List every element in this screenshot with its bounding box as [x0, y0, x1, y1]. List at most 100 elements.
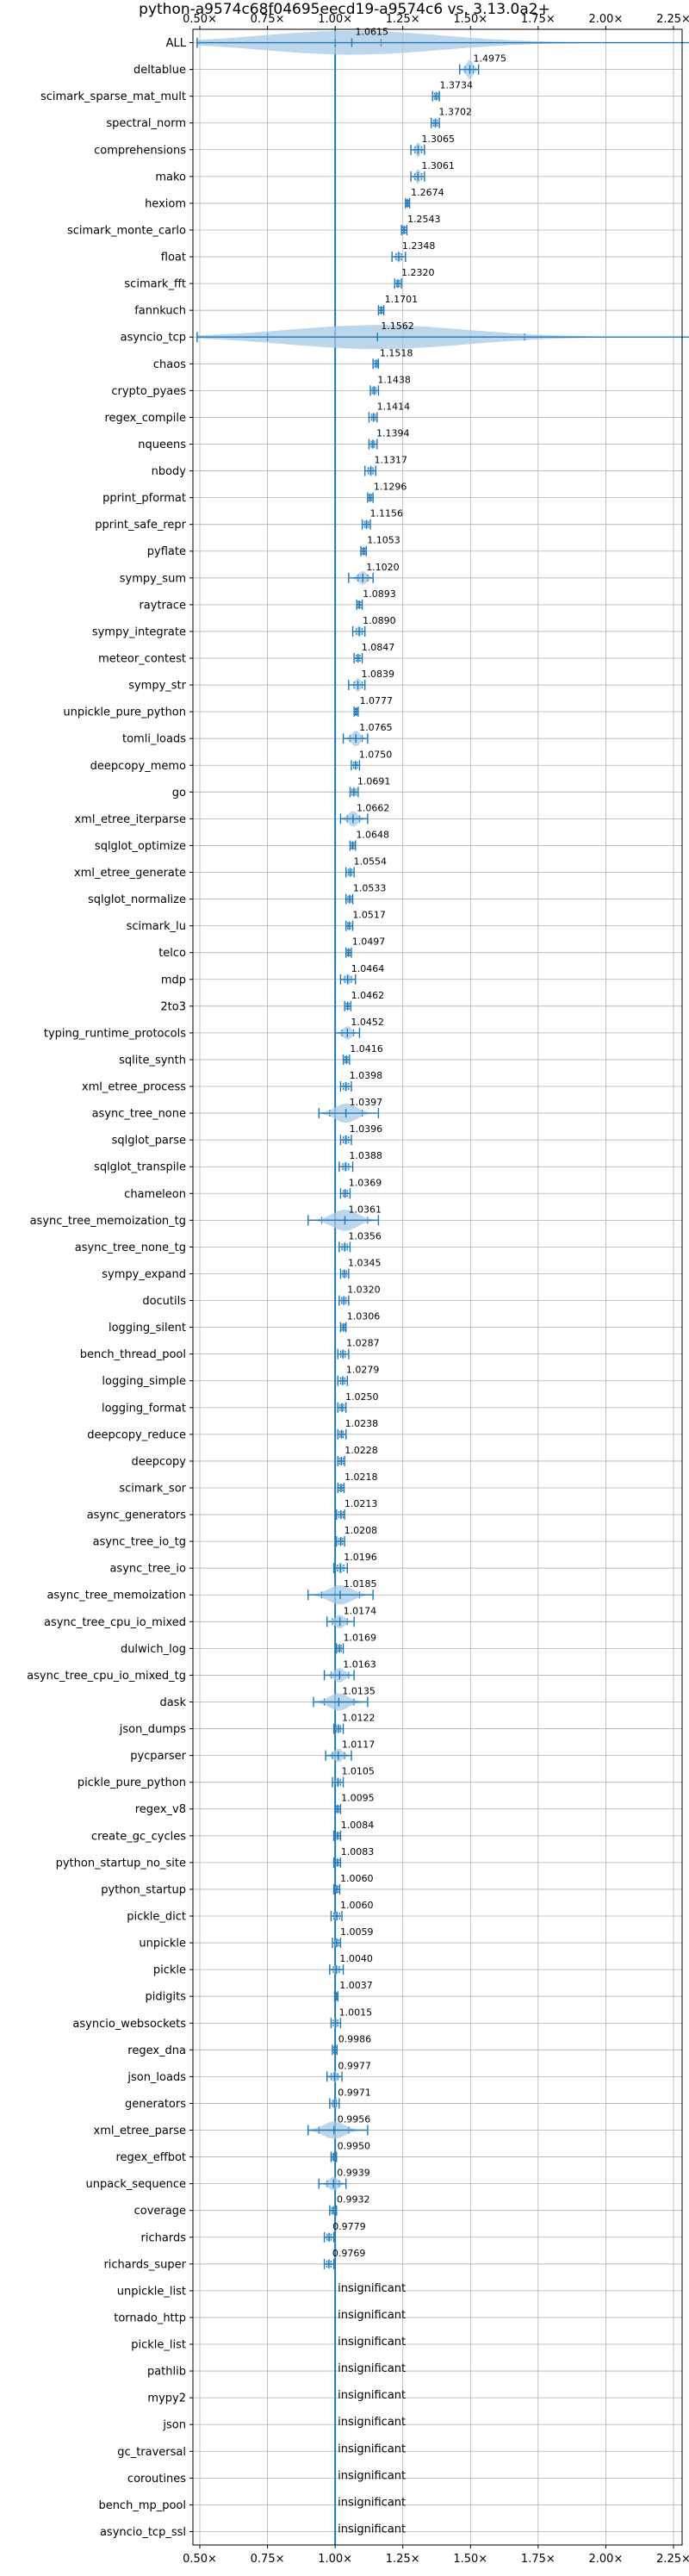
- benchmark-name-label: sympy_integrate: [92, 625, 186, 638]
- value-label: 1.0185: [344, 1578, 377, 1590]
- value-label: 1.0105: [341, 1766, 375, 1777]
- benchmark-labels: ALL deltablue scimark_sparse_mat_multspect…: [27, 27, 506, 2539]
- benchmark-name-label: chameleon: [124, 1188, 186, 1201]
- value-label: 0.9939: [337, 2168, 370, 2179]
- benchmark-name-label: json_loads: [127, 2071, 186, 2084]
- tick-label-bottom: 1.00×: [318, 2553, 352, 2566]
- value-label: 1.0847: [362, 642, 395, 653]
- insignificant-label: insignificant: [338, 2389, 406, 2402]
- value-label: 1.0279: [346, 1365, 380, 1376]
- tick-label-bottom: 1.50×: [453, 2553, 487, 2566]
- value-label: 1.0174: [344, 1605, 377, 1616]
- benchmark-name-label: dask: [159, 1696, 186, 1709]
- value-label: 1.1317: [375, 455, 408, 466]
- benchmark-name-label: asyncio_tcp_ssl: [100, 2526, 186, 2539]
- value-label: 1.0765: [359, 722, 393, 733]
- benchmark-name-label: richards_super: [103, 2258, 186, 2271]
- value-label: 0.9971: [338, 2087, 371, 2098]
- value-label: 1.0250: [345, 1391, 379, 1403]
- benchmark-name-label: regex_compile: [104, 412, 186, 425]
- value-label: 1.0135: [342, 1685, 376, 1696]
- benchmark-name-label: create_gc_cycles: [91, 1830, 186, 1843]
- benchmark-name-label: async_tree_cpu_io_mixed_tg: [27, 1670, 186, 1683]
- benchmark-name-label: deepcopy_memo: [90, 760, 186, 773]
- value-label: 1.0517: [352, 910, 386, 921]
- benchmark-name-label: pycparser: [130, 1750, 186, 1763]
- benchmark-name-label: crypto_pyaes: [111, 385, 186, 398]
- benchmark-name-label: pprint_safe_repr: [95, 519, 186, 532]
- value-label: 0.9950: [338, 2141, 371, 2152]
- benchmark-name-label: docutils: [142, 1295, 186, 1308]
- value-label: 1.2348: [402, 240, 436, 252]
- value-label: 1.0213: [344, 1498, 378, 1509]
- benchmark-name-label: typing_runtime_protocols: [44, 1027, 186, 1040]
- benchmark-name-label: dulwich_log: [121, 1643, 186, 1656]
- benchmark-name-label: sqlglot_optimize: [95, 840, 186, 853]
- value-label: 1.0356: [348, 1230, 382, 1241]
- value-label: 1.4975: [474, 53, 507, 65]
- benchmark-name-label: mdp: [161, 974, 186, 986]
- benchmark-name-label: unpack_sequence: [85, 2178, 186, 2191]
- value-label: 1.0464: [351, 963, 385, 974]
- benchmark-name-label: scimark_lu: [127, 920, 186, 933]
- benchmark-name-label: sqlglot_normalize: [88, 893, 186, 906]
- insignificant-label: insignificant: [338, 2416, 406, 2429]
- benchmark-name-label: regex_dna: [127, 2044, 186, 2057]
- benchmark-name-label: gc_traversal: [117, 2446, 186, 2459]
- value-label: 1.0122: [342, 1713, 376, 1724]
- benchmark-name-label: deepcopy: [131, 1455, 186, 1468]
- value-label: 1.3061: [421, 160, 455, 171]
- benchmark-name-label: ALL: [166, 37, 187, 50]
- value-label: 1.0893: [363, 588, 396, 600]
- tick-label-top: 0.75×: [251, 13, 285, 26]
- benchmark-name-label: pickle_dict: [127, 1911, 186, 1924]
- value-label: 1.1562: [381, 320, 414, 332]
- value-label: 1.0416: [350, 1043, 383, 1055]
- tick-label-bottom: 0.75×: [251, 2553, 285, 2566]
- value-label: 1.0218: [344, 1472, 378, 1483]
- value-label: 1.0497: [352, 936, 386, 948]
- value-label: 1.0750: [359, 749, 393, 760]
- insignificant-label: insignificant: [338, 2469, 406, 2482]
- value-label: 1.0777: [360, 695, 394, 706]
- value-label: 1.0554: [354, 856, 388, 868]
- benchmark-name-label: logging_silent: [109, 1322, 186, 1335]
- benchmark-name-label: telco: [158, 947, 186, 960]
- value-label: 1.2543: [407, 214, 441, 225]
- benchmark-name-label: generators: [125, 2098, 186, 2111]
- value-label: 0.9779: [332, 2221, 366, 2232]
- tick-label-bottom: 1.25×: [386, 2553, 420, 2566]
- benchmark-name-label: sqlglot_transpile: [94, 1161, 186, 1174]
- value-label: 1.0015: [339, 2007, 373, 2018]
- benchmark-name-label: python_startup: [101, 1883, 186, 1896]
- benchmark-name-label: bench_mp_pool: [98, 2499, 186, 2512]
- benchmark-name-label: logging_format: [102, 1402, 186, 1415]
- value-label: 1.3734: [439, 80, 473, 91]
- value-label: 1.0396: [350, 1123, 383, 1135]
- benchmark-name-label: nqueens: [138, 439, 186, 451]
- benchmark-name-label: async_tree_memoization_tg: [30, 1215, 186, 1228]
- benchmark-name-label: unpickle_pure_python: [63, 706, 186, 719]
- grid-layer: [193, 29, 682, 2545]
- value-label: 0.9986: [338, 2033, 372, 2044]
- benchmark-name-label: json_dumps: [119, 1723, 186, 1736]
- tick-label-bottom: 0.50×: [183, 2553, 217, 2566]
- benchmark-name-label: unpickle_list: [117, 2285, 186, 2298]
- benchmark-name-label: logging_simple: [102, 1375, 186, 1388]
- value-label: 1.0345: [348, 1257, 382, 1268]
- benchmark-name-label: python_startup_no_site: [56, 1857, 186, 1870]
- benchmark-name-label: xml_etree_iterparse: [74, 813, 186, 826]
- benchmark-name-label: pathlib: [147, 2366, 186, 2379]
- benchmark-name-label: regex_v8: [135, 1803, 186, 1816]
- tick-label-bottom: 2.00×: [589, 2553, 624, 2566]
- benchmark-name-label: sqlglot_parse: [112, 1135, 186, 1148]
- benchmark-name-label: chaos: [153, 358, 186, 371]
- benchmark-name-label: scimark_monte_carlo: [67, 224, 186, 237]
- benchmark-name-label: async_generators: [87, 1509, 187, 1522]
- benchmark-name-label: scimark_fft: [124, 278, 186, 291]
- value-label: 1.1438: [377, 374, 411, 385]
- benchmark-name-label: bench_thread_pool: [80, 1348, 186, 1361]
- x-axis-ticks: 0.50× 0.50× 0.75× 0.75× 1.00× 1.00× 1.25× 1.25×…: [183, 13, 689, 2566]
- value-label: 1.1518: [380, 347, 413, 358]
